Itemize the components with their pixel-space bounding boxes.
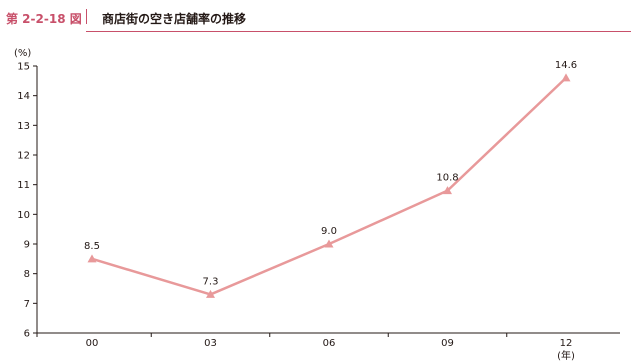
x-tick-label: 06 (323, 338, 336, 349)
header-separator (86, 9, 87, 24)
data-point-marker (324, 239, 334, 248)
data-label: 7.3 (203, 276, 219, 287)
y-tick-label: 8 (24, 269, 30, 280)
x-tick-label: 00 (86, 338, 99, 349)
data-point-marker (206, 289, 215, 298)
figure-title: 商店街の空き店舗率の推移 (102, 12, 247, 26)
x-tick-label: 12 (560, 338, 573, 349)
y-tick-label: 9 (24, 240, 30, 251)
y-tick-label: 7 (24, 299, 30, 310)
data-point-marker (87, 254, 97, 263)
y-axis-unit: (%) (14, 48, 31, 59)
data-point-marker (561, 73, 571, 82)
y-tick-label: 11 (17, 180, 30, 191)
y-tick-label: 14 (17, 91, 30, 102)
x-axis-unit: (年) (557, 349, 575, 362)
y-tick-label: 6 (24, 329, 30, 340)
header-rule (86, 31, 631, 32)
y-tick-label: 12 (17, 151, 30, 162)
data-label: 10.8 (436, 173, 458, 184)
data-label: 8.5 (84, 241, 100, 252)
x-tick-label: 09 (441, 338, 454, 349)
data-label: 14.6 (555, 60, 577, 71)
data-label: 9.0 (321, 226, 337, 237)
figure-number: 第 2-2-18 図 (6, 12, 82, 26)
figure-header: 第 2-2-18 図 商店街の空き店舗率の推移 (0, 0, 631, 34)
series-line (91, 76, 567, 296)
data-point-marker (443, 186, 452, 195)
y-tick-label: 15 (17, 62, 30, 73)
chart-ticks: 6 7 8 9 10 11 12 13 14 15 00 03 06 09 12 (17, 62, 572, 350)
chart-axes: (%) (年) (14, 48, 620, 362)
x-tick-label: 03 (204, 338, 217, 349)
chart-series (87, 73, 571, 298)
y-tick-label: 10 (17, 210, 30, 221)
chart-data-labels: 8.5 7.3 9.0 10.8 14.6 (84, 60, 577, 288)
y-tick-label: 13 (17, 121, 30, 132)
